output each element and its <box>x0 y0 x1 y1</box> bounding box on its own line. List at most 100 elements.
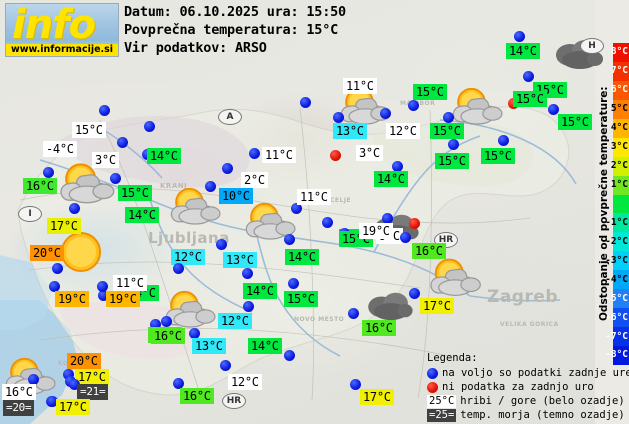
station-dot-fresh[interactable] <box>284 350 295 361</box>
station-dot-fresh[interactable] <box>284 234 295 245</box>
station-temperature-label[interactable]: 19°C <box>55 291 89 307</box>
station-dot-fresh[interactable] <box>333 112 344 123</box>
station-dot-fresh[interactable] <box>448 139 459 150</box>
station-dot-fresh[interactable] <box>548 104 559 115</box>
station-dot-fresh[interactable] <box>498 135 509 146</box>
station-dot-fresh[interactable] <box>47 396 58 407</box>
station-dot-fresh[interactable] <box>382 213 393 224</box>
station-dot-fresh[interactable] <box>514 31 525 42</box>
station-temperature-label[interactable]: 3°C <box>92 152 119 168</box>
map-canvas[interactable]: Ljubljana Zagreb KRANJ NOVO MESTO VELIKA GOR… <box>0 0 604 424</box>
station-temperature-label[interactable]: 19°C <box>106 291 140 307</box>
station-temperature-label[interactable]: =21= <box>77 384 109 400</box>
station-temperature-label[interactable]: 12°C <box>386 123 420 139</box>
station-dot-fresh[interactable] <box>150 319 161 330</box>
station-dot-fresh[interactable] <box>443 112 454 123</box>
station-temperature-label[interactable]: 17°C <box>56 399 90 415</box>
station-temperature-label[interactable]: 14°C <box>506 43 540 59</box>
station-temperature-label[interactable]: =20= <box>3 400 35 416</box>
station-dot-fresh[interactable] <box>63 369 74 380</box>
station-dot-fresh[interactable] <box>52 263 63 274</box>
station-temperature-label[interactable]: 3°C <box>356 145 383 161</box>
station-dot-fresh[interactable] <box>400 232 411 243</box>
station-dot-fresh[interactable] <box>69 203 80 214</box>
station-temperature-label[interactable]: 17°C <box>75 369 109 385</box>
station-temperature-label[interactable]: 14°C <box>374 171 408 187</box>
station-temperature-label[interactable]: 16°C <box>362 320 396 336</box>
station-dot-fresh[interactable] <box>99 105 110 116</box>
station-dot-fresh[interactable] <box>117 137 128 148</box>
station-temperature-label[interactable]: 11°C <box>113 275 147 291</box>
station-temperature-label[interactable]: 15°C <box>413 84 447 100</box>
station-temperature-label[interactable]: 16°C <box>180 388 214 404</box>
station-dot-fresh[interactable] <box>409 288 420 299</box>
station-temperature-label[interactable]: 16°C <box>2 384 36 400</box>
station-temperature-label[interactable]: 11°C <box>262 147 296 163</box>
station-temperature-label[interactable]: 17°C <box>420 298 454 314</box>
station-dot-fresh[interactable] <box>110 173 121 184</box>
station-temperature-label[interactable]: 17°C <box>47 218 81 234</box>
station-temperature-label[interactable]: 14°C <box>285 249 319 265</box>
station-temperature-label[interactable]: 10°C <box>219 188 253 204</box>
station-temperature-label[interactable]: 19°C <box>359 223 393 239</box>
station-dot-fresh[interactable] <box>216 239 227 250</box>
station-dot-fresh[interactable] <box>43 167 54 178</box>
station-temperature-label[interactable]: 13°C <box>192 338 226 354</box>
station-temperature-label[interactable]: 15°C <box>513 91 547 107</box>
station-dot-fresh[interactable] <box>380 108 391 119</box>
station-dot-fresh[interactable] <box>523 71 534 82</box>
station-temperature-label[interactable]: -4°C <box>43 141 77 157</box>
station-temperature-label[interactable]: 15°C <box>435 153 469 169</box>
station-dot-fresh[interactable] <box>173 263 184 274</box>
station-dot-fresh[interactable] <box>348 308 359 319</box>
station-dot-fresh[interactable] <box>205 181 216 192</box>
station-temperature-label[interactable]: 20°C <box>30 245 64 261</box>
station-dot-fresh[interactable] <box>49 281 60 292</box>
station-dot-fresh[interactable] <box>222 163 233 174</box>
site-logo[interactable]: info www.informacije.si <box>5 3 119 57</box>
station-temperature-label[interactable]: 14°C <box>125 207 159 223</box>
station-dot-fresh[interactable] <box>408 100 419 111</box>
station-dot-fresh[interactable] <box>300 97 311 108</box>
station-temperature-label[interactable]: 15°C <box>481 148 515 164</box>
station-dot-fresh[interactable] <box>322 217 333 228</box>
station-dot-fresh[interactable] <box>288 278 299 289</box>
station-dot-fresh[interactable] <box>189 328 200 339</box>
station-dot-fresh[interactable] <box>249 148 260 159</box>
station-dot-fresh[interactable] <box>220 360 231 371</box>
station-dot-stale[interactable] <box>409 218 420 229</box>
station-dot-fresh[interactable] <box>28 374 39 385</box>
station-temperature-label[interactable]: 16°C <box>151 328 185 344</box>
station-temperature-label[interactable]: 15°C <box>72 122 106 138</box>
station-dot-stale[interactable] <box>330 150 341 161</box>
station-temperature-label[interactable]: 15°C <box>118 185 152 201</box>
station-temperature-label[interactable]: 12°C <box>228 374 262 390</box>
station-temperature-label[interactable]: 15°C <box>558 114 592 130</box>
station-temperature-label[interactable]: 14°C <box>243 283 277 299</box>
station-dot-fresh[interactable] <box>242 268 253 279</box>
station-temperature-label[interactable]: 16°C <box>23 178 57 194</box>
station-dot-fresh[interactable] <box>97 281 108 292</box>
station-temperature-label[interactable]: 12°C <box>171 249 205 265</box>
station-dot-fresh[interactable] <box>392 161 403 172</box>
station-dot-fresh[interactable] <box>69 379 80 390</box>
station-dot-fresh[interactable] <box>98 290 109 301</box>
station-dot-fresh[interactable] <box>350 379 361 390</box>
station-temperature-label[interactable]: 15°C <box>284 291 318 307</box>
station-temperature-label[interactable]: 16°C <box>412 243 446 259</box>
station-temperature-label[interactable]: 11°C <box>297 189 331 205</box>
station-dot-fresh[interactable] <box>291 203 302 214</box>
station-temperature-label[interactable]: 17°C <box>360 389 394 405</box>
station-temperature-label[interactable]: 12°C <box>218 313 252 329</box>
station-dot-fresh[interactable] <box>243 301 254 312</box>
station-temperature-label[interactable]: 13°C <box>333 123 367 139</box>
station-temperature-label[interactable]: 20°C <box>67 353 101 369</box>
station-temperature-label[interactable]: 13°C <box>223 252 257 268</box>
station-temperature-label[interactable]: 14°C <box>248 338 282 354</box>
station-temperature-label[interactable]: 14°C <box>147 148 181 164</box>
station-dot-fresh[interactable] <box>144 121 155 132</box>
station-dot-fresh[interactable] <box>161 316 172 327</box>
station-temperature-label[interactable]: 15°C <box>430 123 464 139</box>
station-temperature-label[interactable]: 11°C <box>343 78 377 94</box>
station-temperature-label[interactable]: 2°C <box>241 172 268 188</box>
